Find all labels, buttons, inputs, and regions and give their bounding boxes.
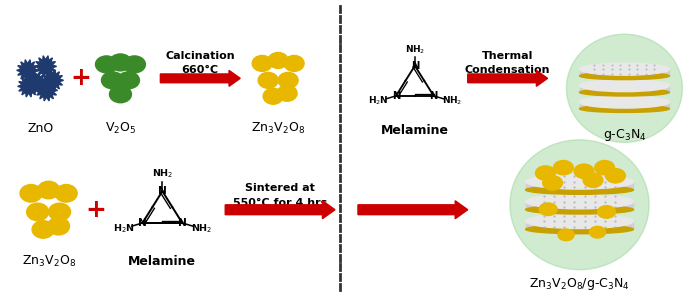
- Polygon shape: [580, 86, 669, 92]
- Ellipse shape: [525, 214, 634, 229]
- Ellipse shape: [277, 85, 297, 101]
- Ellipse shape: [580, 72, 669, 80]
- Polygon shape: [36, 80, 58, 101]
- Ellipse shape: [268, 53, 288, 68]
- Ellipse shape: [536, 166, 556, 180]
- Text: Calcination: Calcination: [166, 51, 235, 61]
- Ellipse shape: [110, 54, 132, 71]
- Polygon shape: [525, 221, 634, 229]
- Text: 660°C: 660°C: [182, 65, 219, 75]
- Ellipse shape: [543, 176, 562, 190]
- Text: N: N: [392, 91, 400, 101]
- Ellipse shape: [510, 140, 649, 270]
- Ellipse shape: [49, 203, 71, 221]
- Ellipse shape: [539, 203, 557, 216]
- Ellipse shape: [38, 181, 60, 199]
- Text: +: +: [70, 66, 91, 90]
- Ellipse shape: [123, 56, 145, 73]
- Ellipse shape: [597, 206, 615, 218]
- Ellipse shape: [284, 55, 304, 71]
- Text: H$_2$N: H$_2$N: [368, 95, 388, 108]
- Polygon shape: [580, 102, 669, 109]
- Text: Condensation: Condensation: [465, 65, 551, 75]
- Text: NH$_2$: NH$_2$: [190, 223, 212, 235]
- Ellipse shape: [27, 203, 49, 221]
- Ellipse shape: [583, 173, 603, 187]
- Ellipse shape: [580, 63, 669, 75]
- Text: 550°C for 4 hrs: 550°C for 4 hrs: [233, 198, 327, 208]
- FancyArrow shape: [225, 201, 335, 219]
- Text: N: N: [158, 186, 167, 196]
- Text: N: N: [138, 218, 147, 228]
- Text: NH$_2$: NH$_2$: [152, 168, 173, 181]
- FancyArrow shape: [358, 201, 468, 219]
- Text: Zn$_3$V$_2$O$_8$: Zn$_3$V$_2$O$_8$: [251, 121, 306, 136]
- Ellipse shape: [566, 34, 682, 142]
- Ellipse shape: [525, 225, 634, 234]
- Ellipse shape: [252, 55, 272, 71]
- Ellipse shape: [110, 86, 132, 103]
- Polygon shape: [525, 202, 634, 209]
- Ellipse shape: [101, 72, 123, 89]
- Text: N: N: [411, 61, 419, 71]
- Text: Zn$_3$V$_2$O$_8$: Zn$_3$V$_2$O$_8$: [21, 254, 75, 269]
- Ellipse shape: [580, 80, 669, 92]
- Polygon shape: [25, 73, 47, 94]
- Ellipse shape: [47, 217, 69, 235]
- Text: N: N: [429, 91, 438, 101]
- Text: Zn$_3$V$_2$O$_8$/g-C$_3$N$_4$: Zn$_3$V$_2$O$_8$/g-C$_3$N$_4$: [529, 276, 630, 292]
- Ellipse shape: [258, 72, 278, 88]
- Ellipse shape: [558, 229, 574, 241]
- Ellipse shape: [117, 72, 140, 89]
- Polygon shape: [35, 56, 57, 77]
- Ellipse shape: [525, 194, 634, 209]
- Ellipse shape: [263, 88, 283, 104]
- Ellipse shape: [595, 161, 614, 175]
- Ellipse shape: [525, 185, 634, 194]
- FancyArrow shape: [160, 70, 240, 86]
- Ellipse shape: [589, 226, 606, 238]
- Text: ZnO: ZnO: [27, 122, 53, 135]
- Text: Sintered at: Sintered at: [245, 183, 315, 193]
- Polygon shape: [525, 182, 634, 190]
- Ellipse shape: [278, 72, 298, 88]
- Ellipse shape: [574, 164, 594, 178]
- Polygon shape: [18, 76, 40, 97]
- Ellipse shape: [580, 89, 669, 96]
- Polygon shape: [580, 69, 669, 76]
- Ellipse shape: [95, 56, 117, 73]
- Text: +: +: [85, 198, 106, 222]
- Ellipse shape: [580, 96, 669, 108]
- Text: Thermal: Thermal: [482, 51, 534, 61]
- Text: NH$_2$: NH$_2$: [405, 43, 425, 56]
- Ellipse shape: [32, 221, 54, 238]
- Text: Melamine: Melamine: [128, 255, 197, 268]
- Text: V$_2$O$_5$: V$_2$O$_5$: [105, 121, 136, 136]
- Text: g-C$_3$N$_4$: g-C$_3$N$_4$: [603, 127, 646, 143]
- Text: Melamine: Melamine: [381, 124, 449, 136]
- Text: N: N: [178, 218, 187, 228]
- Polygon shape: [16, 60, 38, 81]
- Ellipse shape: [525, 174, 634, 189]
- FancyArrow shape: [468, 70, 547, 86]
- Ellipse shape: [20, 185, 42, 202]
- Text: NH$_2$: NH$_2$: [442, 95, 462, 108]
- Ellipse shape: [525, 205, 634, 214]
- Ellipse shape: [553, 161, 573, 175]
- Polygon shape: [42, 70, 64, 91]
- Ellipse shape: [580, 105, 669, 112]
- Ellipse shape: [606, 168, 625, 183]
- Ellipse shape: [55, 185, 77, 202]
- Text: H$_2$N: H$_2$N: [112, 223, 134, 235]
